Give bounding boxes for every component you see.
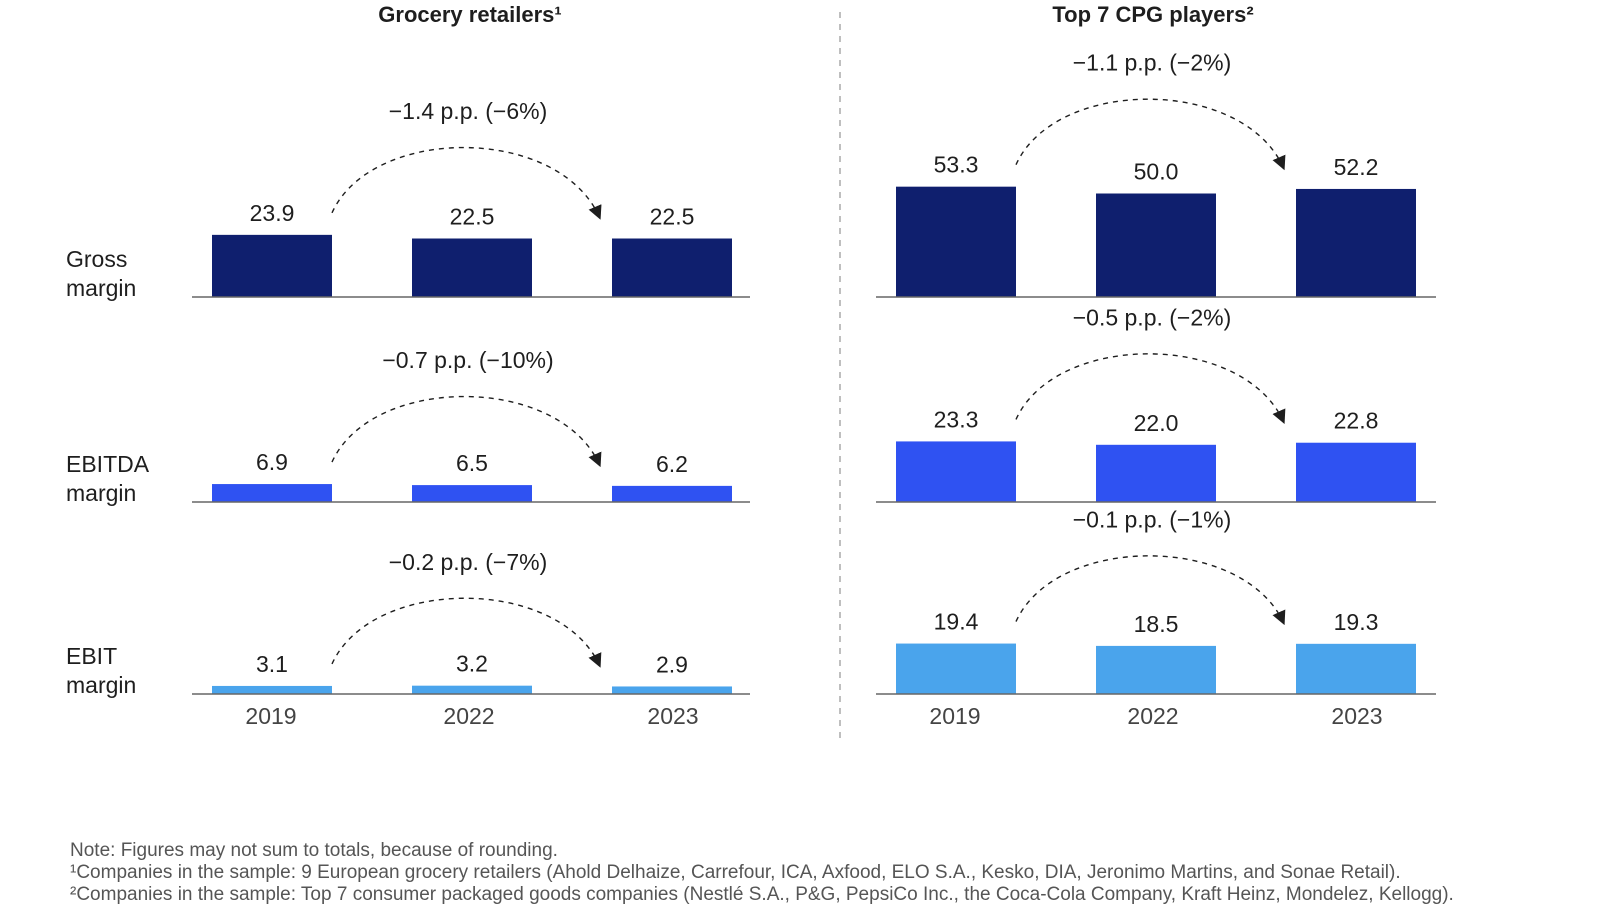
value-label-grocery-ebit-2019: 3.1	[256, 651, 288, 677]
bar-grocery-ebit-2022	[412, 685, 532, 694]
value-label-cpg-ebitda-2023: 22.8	[1334, 408, 1379, 434]
change-label-cpg-ebit: −0.1 p.p. (−1%)	[1073, 507, 1232, 533]
bar-grocery-gross-2023	[612, 238, 732, 297]
change-label-grocery-ebitda: −0.7 p.p. (−10%)	[382, 347, 553, 373]
value-label-cpg-gross-2023: 52.2	[1334, 154, 1379, 180]
value-label-grocery-ebitda-2019: 6.9	[256, 449, 288, 475]
change-label-cpg-ebitda: −0.5 p.p. (−2%)	[1073, 304, 1232, 330]
bar-cpg-ebitda-2023	[1296, 442, 1416, 502]
value-label-cpg-gross-2019: 53.3	[934, 152, 979, 178]
row-label-gross-line2: margin	[66, 275, 136, 301]
bar-cpg-ebitda-2019	[896, 441, 1016, 502]
value-label-grocery-gross-2022: 22.5	[450, 204, 495, 230]
value-label-cpg-ebit-2023: 19.3	[1334, 609, 1379, 635]
row-label-ebitda-line1: EBITDA	[66, 451, 150, 477]
row-label-ebit-line1: EBIT	[66, 643, 117, 669]
row-label-ebitda-line2: margin	[66, 480, 136, 506]
value-label-cpg-ebit-2022: 18.5	[1134, 611, 1179, 637]
x-tick-cpg-2022: 2022	[1127, 703, 1178, 729]
row-label-ebit-line2: margin	[66, 672, 136, 698]
bar-grocery-ebit-2023	[612, 686, 732, 694]
footnote-2: ²Companies in the sample: Top 7 consumer…	[70, 884, 1454, 905]
value-label-grocery-ebit-2023: 2.9	[656, 651, 688, 677]
value-label-grocery-gross-2023: 22.5	[650, 204, 695, 230]
x-tick-grocery-2019: 2019	[245, 703, 296, 729]
bar-cpg-gross-2022	[1096, 193, 1216, 297]
row-label-gross-line1: Gross	[66, 246, 127, 272]
x-tick-grocery-2022: 2022	[443, 703, 494, 729]
value-label-grocery-ebitda-2022: 6.5	[456, 450, 488, 476]
margin-comparison-chart: Grocery retailers¹ 23.9 22.5 22.5 −1.4 p.p. …	[66, 2, 1436, 740]
value-label-grocery-gross-2019: 23.9	[250, 200, 295, 226]
change-label-cpg-gross: −1.1 p.p. (−2%)	[1073, 50, 1232, 76]
bar-cpg-ebit-2019	[896, 643, 1016, 694]
x-tick-cpg-2023: 2023	[1331, 703, 1382, 729]
bar-cpg-ebitda-2022	[1096, 444, 1216, 502]
bar-grocery-ebitda-2019	[212, 484, 332, 502]
change-label-grocery-gross: −1.4 p.p. (−6%)	[389, 98, 548, 124]
value-label-grocery-ebit-2022: 3.2	[456, 651, 488, 677]
value-label-cpg-ebit-2019: 19.4	[934, 609, 979, 635]
value-label-cpg-ebitda-2019: 23.3	[934, 406, 979, 432]
value-label-grocery-ebitda-2023: 6.2	[656, 451, 688, 477]
bar-grocery-ebitda-2022	[412, 485, 532, 502]
panel-title-grocery: Grocery retailers¹	[378, 2, 561, 27]
bar-cpg-gross-2019	[896, 186, 1016, 297]
value-label-cpg-gross-2022: 50.0	[1134, 159, 1179, 185]
value-label-cpg-ebitda-2022: 22.0	[1134, 410, 1179, 436]
bar-grocery-gross-2022	[412, 238, 532, 297]
footnote-1: ¹Companies in the sample: 9 European gro…	[70, 862, 1401, 883]
chart-notes: Note: Figures may not sum to totals, bec…	[70, 840, 1570, 906]
bar-cpg-ebit-2023	[1296, 643, 1416, 694]
bar-cpg-ebit-2022	[1096, 645, 1216, 694]
bar-grocery-ebit-2019	[212, 685, 332, 694]
bar-grocery-ebitda-2023	[612, 485, 732, 502]
bar-cpg-gross-2023	[1296, 188, 1416, 297]
x-tick-grocery-2023: 2023	[647, 703, 698, 729]
bar-grocery-gross-2019	[212, 234, 332, 297]
panel-title-cpg: Top 7 CPG players²	[1052, 2, 1253, 27]
change-label-grocery-ebit: −0.2 p.p. (−7%)	[389, 549, 548, 575]
x-tick-cpg-2019: 2019	[929, 703, 980, 729]
rounding-note: Note: Figures may not sum to totals, bec…	[70, 840, 558, 861]
